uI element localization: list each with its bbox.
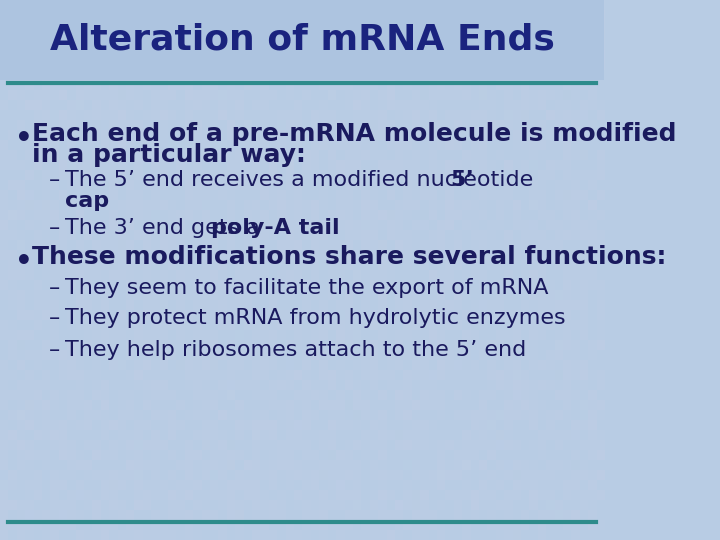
FancyBboxPatch shape bbox=[0, 0, 604, 540]
Text: poly-A tail: poly-A tail bbox=[210, 218, 339, 238]
Text: They protect mRNA from hydrolytic enzymes: They protect mRNA from hydrolytic enzyme… bbox=[66, 308, 566, 328]
Text: These modifications share several functions:: These modifications share several functi… bbox=[32, 245, 666, 269]
FancyBboxPatch shape bbox=[0, 0, 604, 80]
Text: 5’: 5’ bbox=[451, 170, 474, 190]
Text: –: – bbox=[49, 308, 60, 328]
Text: cap: cap bbox=[66, 191, 109, 211]
Text: in a particular way:: in a particular way: bbox=[32, 143, 306, 167]
Text: The 5’ end receives a modified nucleotide: The 5’ end receives a modified nucleotid… bbox=[66, 170, 541, 190]
Text: –: – bbox=[49, 278, 60, 298]
Text: The 3’ end gets a: The 3’ end gets a bbox=[66, 218, 267, 238]
Text: •: • bbox=[15, 125, 33, 153]
Text: –: – bbox=[49, 170, 60, 190]
Text: –: – bbox=[49, 340, 60, 360]
Text: –: – bbox=[49, 218, 60, 238]
Text: Alteration of mRNA Ends: Alteration of mRNA Ends bbox=[50, 23, 554, 57]
Text: Each end of a pre-mRNA molecule is modified: Each end of a pre-mRNA molecule is modif… bbox=[32, 122, 676, 146]
Text: They help ribosomes attach to the 5’ end: They help ribosomes attach to the 5’ end bbox=[66, 340, 527, 360]
Text: They seem to facilitate the export of mRNA: They seem to facilitate the export of mR… bbox=[66, 278, 549, 298]
Text: •: • bbox=[15, 248, 33, 276]
